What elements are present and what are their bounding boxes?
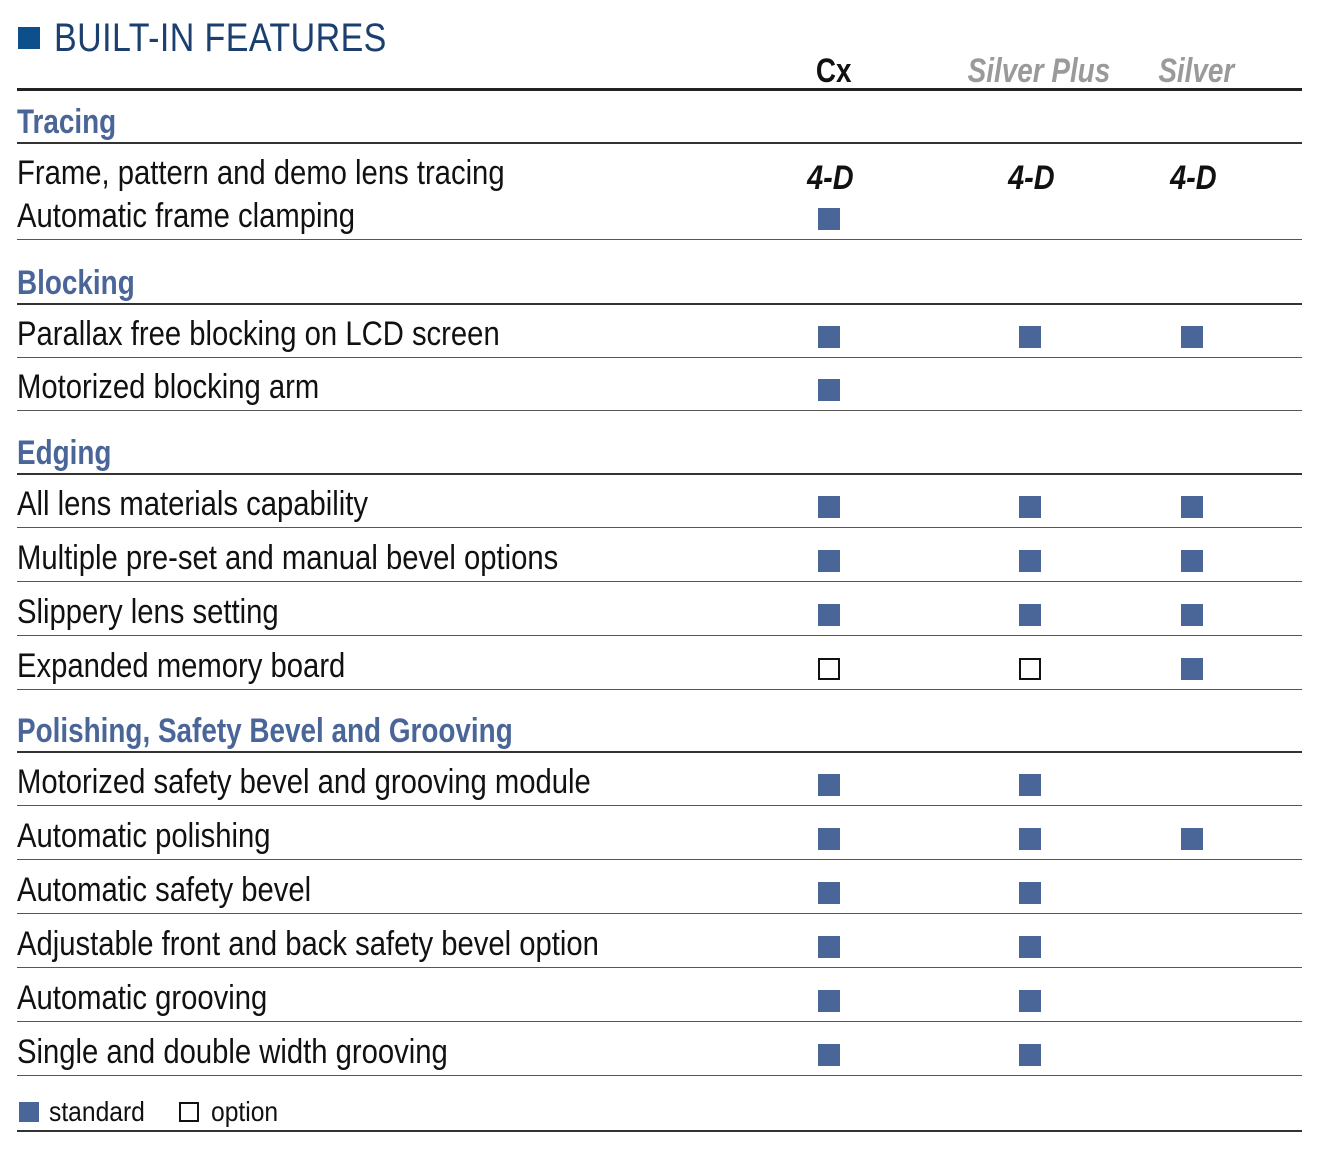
standard-square-icon (1181, 326, 1203, 348)
standard-square-icon (1019, 828, 1041, 850)
standard-square-icon (818, 882, 840, 904)
standard-square-icon (1019, 550, 1041, 572)
section-header: Edging (17, 431, 1302, 475)
column-header-cx: Cx (815, 52, 852, 90)
legend-rule (17, 1130, 1302, 1132)
standard-square-icon (1181, 658, 1203, 680)
option-square-icon (179, 1102, 199, 1122)
section-label: Edging (17, 434, 112, 472)
row-rule (17, 581, 1302, 582)
title-square-icon (18, 27, 40, 49)
legend-standard-label: standard (49, 1096, 145, 1127)
section-header: Tracing (17, 100, 1302, 144)
feature-label: Expanded memory board (17, 647, 346, 685)
table-row: Automatic safety bevel (17, 860, 1302, 914)
column-header-silver: Silver (1158, 52, 1235, 90)
table-row: Automatic frame clamping (17, 197, 1302, 240)
row-rule (17, 635, 1302, 636)
option-square-icon (818, 658, 840, 680)
row-rule (17, 1075, 1302, 1076)
section-label: Tracing (17, 103, 117, 141)
feature-label: Parallax free blocking on LCD screen (17, 315, 500, 353)
feature-label: Motorized blocking arm (17, 368, 320, 406)
row-rule (17, 239, 1302, 240)
row-rule (17, 689, 1302, 690)
standard-square-icon (818, 208, 840, 230)
table-row: Slippery lens setting (17, 582, 1302, 636)
table-row: Adjustable front and back safety bevel o… (17, 914, 1302, 968)
feature-label: Single and double width grooving (17, 1033, 448, 1071)
legend-option-label: option (211, 1096, 279, 1127)
table-row: Automatic grooving (17, 968, 1302, 1022)
row-rule (17, 357, 1302, 358)
feature-label: Slippery lens setting (17, 593, 279, 631)
standard-square-icon (1019, 990, 1041, 1012)
standard-square-icon (818, 604, 840, 626)
legend: standard option (17, 1094, 1302, 1132)
standard-square-icon (818, 774, 840, 796)
standard-square-icon (818, 550, 840, 572)
table-row: Motorized blocking arm (17, 358, 1302, 411)
feature-label: Multiple pre-set and manual bevel option… (17, 539, 559, 577)
table-row: Motorized safety bevel and grooving modu… (17, 753, 1302, 806)
feature-label: All lens materials capability (17, 485, 369, 523)
section-rule (17, 303, 1302, 305)
table-row: Single and double width grooving (17, 1022, 1302, 1076)
header-rule (17, 88, 1302, 91)
standard-square-icon (1019, 496, 1041, 518)
option-square-icon (1019, 658, 1041, 680)
column-header-silver-plus: Silver Plus (967, 52, 1111, 90)
standard-square-icon (818, 326, 840, 348)
row-rule (17, 967, 1302, 968)
section-label: Blocking (17, 264, 135, 302)
standard-square-icon (1019, 326, 1041, 348)
cell-value: 4-D (1008, 159, 1055, 197)
table-row: Parallax free blocking on LCD screen (17, 305, 1302, 358)
standard-square-icon (1019, 774, 1041, 796)
table-row: Automatic polishing (17, 806, 1302, 860)
standard-square-icon (818, 990, 840, 1012)
page-title: BUILT-IN FEATURES (18, 16, 446, 60)
standard-square-icon (818, 936, 840, 958)
standard-square-icon (818, 496, 840, 518)
table-row: Frame, pattern and demo lens tracing (17, 144, 1302, 197)
standard-square-icon (818, 379, 840, 401)
section-header: Polishing, Safety Bevel and Grooving (17, 709, 1302, 753)
row-rule (17, 410, 1302, 411)
table-row: Multiple pre-set and manual bevel option… (17, 528, 1302, 582)
standard-square-icon (1181, 828, 1203, 850)
standard-square-icon (1019, 604, 1041, 626)
section-rule (17, 473, 1302, 475)
standard-square-icon (1181, 496, 1203, 518)
cell-value: 4-D (1170, 159, 1217, 197)
feature-label: Frame, pattern and demo lens tracing (17, 154, 505, 192)
feature-label: Motorized safety bevel and grooving modu… (17, 763, 591, 801)
table-row: All lens materials capability (17, 475, 1302, 528)
section-rule (17, 751, 1302, 753)
row-rule (17, 527, 1302, 528)
standard-square-icon (1019, 882, 1041, 904)
standard-square-icon (818, 828, 840, 850)
row-rule (17, 859, 1302, 860)
standard-square-icon (1181, 604, 1203, 626)
page-title-text: BUILT-IN FEATURES (54, 15, 387, 60)
cell-value: 4-D (807, 159, 854, 197)
section-label: Polishing, Safety Bevel and Grooving (17, 712, 513, 750)
standard-square-icon (1019, 1044, 1041, 1066)
feature-label: Automatic safety bevel (17, 871, 312, 909)
feature-label: Adjustable front and back safety bevel o… (17, 925, 599, 963)
standard-square-icon (818, 1044, 840, 1066)
feature-label: Automatic frame clamping (17, 197, 356, 235)
standard-square-icon (1019, 936, 1041, 958)
feature-label: Automatic grooving (17, 979, 268, 1017)
section-header: Blocking (17, 261, 1302, 305)
row-rule (17, 913, 1302, 914)
standard-square-icon (19, 1102, 39, 1122)
row-rule (17, 805, 1302, 806)
feature-label: Automatic polishing (17, 817, 271, 855)
standard-square-icon (1181, 550, 1203, 572)
section-rule (17, 142, 1302, 144)
row-rule (17, 1021, 1302, 1022)
table-row: Expanded memory board (17, 636, 1302, 690)
